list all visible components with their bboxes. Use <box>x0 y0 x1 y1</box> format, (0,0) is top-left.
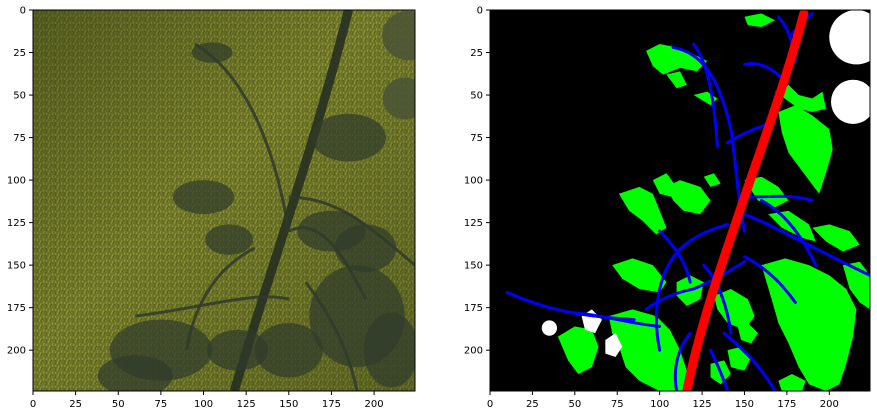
leaf-region <box>778 105 833 194</box>
branch-region <box>658 229 692 284</box>
photo-image <box>33 10 415 391</box>
leaf-region <box>646 44 708 75</box>
leaf-region <box>612 258 667 293</box>
y-tick-label: 150 <box>464 261 483 272</box>
fruit-region <box>830 79 870 124</box>
branch-region <box>742 62 784 80</box>
mask-panel: 0 25 50 75 100 125 150 175 200 0 25 50 75 100 125 150 1… <box>464 6 871 410</box>
leaf-region <box>652 350 677 374</box>
leaf-mask <box>557 13 870 391</box>
leaf-region <box>618 186 667 235</box>
leaf-region <box>557 326 599 374</box>
tomato-plant <box>97 10 415 391</box>
branch-region <box>722 331 777 391</box>
leaf-region <box>703 173 721 187</box>
leaf <box>205 224 253 255</box>
fruit-region <box>829 10 870 65</box>
mask-x-axis: 0 25 50 75 100 125 150 175 200 <box>487 391 839 410</box>
tomato-fruit <box>382 77 415 120</box>
photo-y-axis: 0 25 50 75 100 125 150 175 200 <box>7 6 33 357</box>
photo-axes-frame <box>32 9 416 392</box>
photo-x-axis: 0 25 50 75 100 125 150 175 200 <box>30 391 384 410</box>
y-tick-label: 175 <box>7 303 26 314</box>
mask-y-axis: 0 25 50 75 100 125 150 175 200 <box>464 6 490 357</box>
y-tick-label: 150 <box>7 261 26 272</box>
y-tick-label: 125 <box>7 218 26 229</box>
x-tick-label: 200 <box>365 399 384 410</box>
branch-region <box>573 311 662 328</box>
x-tick-label: 125 <box>237 399 256 410</box>
branch-region <box>742 255 797 305</box>
leaf-region <box>775 84 826 113</box>
mask-image <box>490 10 870 391</box>
leaf <box>363 312 415 388</box>
y-tick-label: 75 <box>13 133 26 144</box>
x-tick-label: 200 <box>820 399 839 410</box>
x-tick-label: 50 <box>112 399 125 410</box>
leaf <box>254 322 323 378</box>
leaf-region <box>737 322 759 344</box>
x-tick-label: 75 <box>611 399 624 410</box>
y-tick-label: 75 <box>470 133 483 144</box>
stem-region <box>682 10 809 391</box>
fruit-region <box>605 333 623 357</box>
y-tick-label: 100 <box>7 176 26 187</box>
y-tick-label: 0 <box>477 6 483 17</box>
x-tick-label: 175 <box>777 399 796 410</box>
leaf-region <box>744 176 789 208</box>
stem-mask <box>682 10 809 391</box>
leaf-region <box>778 373 806 391</box>
y-tick-label: 175 <box>464 303 483 314</box>
leaf <box>172 180 235 215</box>
x-tick-label: 100 <box>650 399 669 410</box>
x-tick-label: 150 <box>279 399 298 410</box>
branch-region <box>742 194 814 202</box>
fruit-mask <box>541 10 870 357</box>
y-tick-label: 25 <box>13 48 26 59</box>
y-tick-label: 25 <box>470 48 483 59</box>
leaf <box>206 329 269 371</box>
x-tick-label: 0 <box>30 399 36 410</box>
x-tick-label: 175 <box>322 399 341 410</box>
branch-region <box>759 199 818 267</box>
y-tick-label: 200 <box>7 346 26 357</box>
branch-region <box>702 263 733 335</box>
leaf <box>334 224 397 272</box>
x-tick-label: 75 <box>155 399 168 410</box>
branch-mask <box>505 11 870 391</box>
y-tick-label: 50 <box>13 91 26 102</box>
branch-region <box>709 348 729 391</box>
y-tick-label: 200 <box>464 346 483 357</box>
x-tick-label: 125 <box>693 399 712 410</box>
branch-region <box>692 42 719 148</box>
x-tick-label: 25 <box>69 399 82 410</box>
leaf-region <box>666 71 687 89</box>
branch <box>135 295 290 318</box>
leaf-region <box>666 180 711 215</box>
x-tick-label: 50 <box>568 399 581 410</box>
leaf <box>97 355 173 391</box>
leaf <box>191 42 233 63</box>
leaf-region <box>744 13 775 28</box>
x-tick-label: 150 <box>735 399 754 410</box>
x-tick-label: 25 <box>526 399 539 410</box>
leaf-region <box>812 224 860 252</box>
x-tick-label: 100 <box>194 399 213 410</box>
y-tick-label: 100 <box>464 176 483 187</box>
branch-region <box>673 331 692 391</box>
y-tick-label: 125 <box>464 218 483 229</box>
photo-panel: 0 25 50 75 100 125 150 175 200 0 25 50 75 100 125 150 1… <box>7 6 416 410</box>
leaf <box>310 113 387 162</box>
tomato-fruit <box>382 10 415 61</box>
branch-region <box>654 222 729 352</box>
mask-axes-frame <box>489 9 871 392</box>
branch-region <box>742 212 870 277</box>
x-tick-label: 0 <box>487 399 493 410</box>
fruit-region <box>541 320 558 336</box>
y-tick-label: 0 <box>20 6 26 17</box>
y-tick-label: 50 <box>470 91 483 102</box>
